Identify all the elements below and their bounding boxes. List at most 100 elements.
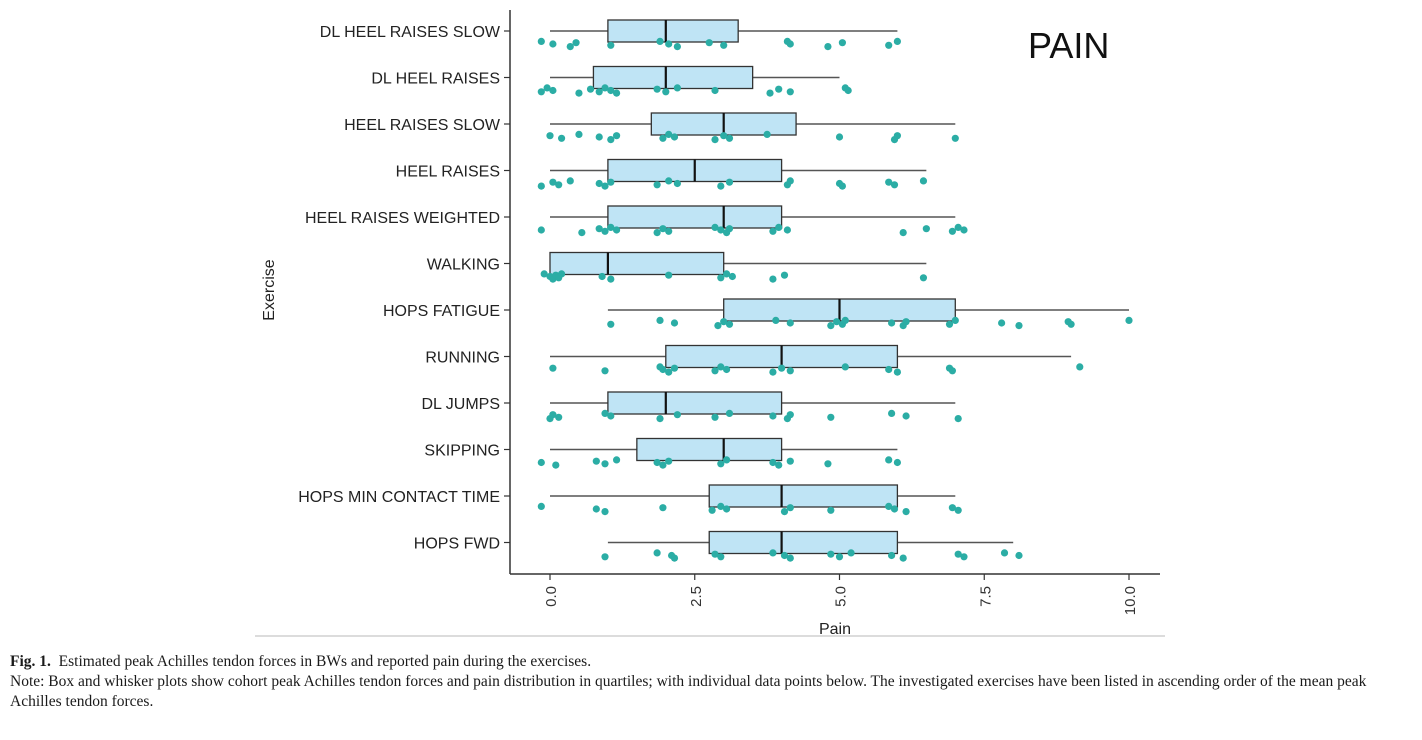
data-point bbox=[960, 226, 968, 234]
data-point bbox=[575, 130, 583, 138]
data-point bbox=[890, 181, 899, 189]
exercise-row: HEEL RAISES bbox=[396, 158, 928, 190]
data-point bbox=[954, 550, 962, 558]
data-point bbox=[720, 132, 728, 140]
data-point bbox=[922, 225, 930, 233]
data-point bbox=[835, 133, 844, 141]
data-point bbox=[575, 89, 583, 97]
data-point bbox=[951, 134, 959, 142]
data-point bbox=[665, 457, 673, 465]
data-point bbox=[772, 316, 780, 324]
y-tick-label: DL HEEL RAISES bbox=[371, 71, 500, 88]
data-point bbox=[607, 178, 615, 186]
data-point bbox=[708, 506, 716, 514]
data-point bbox=[711, 223, 719, 231]
data-point bbox=[659, 504, 667, 512]
data-point bbox=[827, 506, 835, 514]
data-point bbox=[786, 177, 794, 185]
data-point bbox=[665, 130, 673, 138]
exercise-row: HOPS FWD bbox=[414, 530, 1023, 562]
exercise-row: WALKING bbox=[427, 251, 928, 283]
data-point bbox=[919, 274, 928, 282]
data-point bbox=[578, 229, 586, 237]
data-point bbox=[656, 316, 664, 324]
data-point bbox=[844, 86, 852, 95]
y-tick-label: HOPS MIN CONTACT TIME bbox=[298, 489, 500, 506]
data-point bbox=[893, 37, 902, 46]
data-point bbox=[566, 177, 574, 185]
iqr-box bbox=[607, 19, 739, 43]
data-point bbox=[537, 226, 545, 234]
data-point bbox=[557, 134, 566, 142]
data-point bbox=[665, 271, 673, 279]
data-point bbox=[725, 134, 734, 142]
data-point bbox=[607, 41, 615, 49]
exercise-row: HOPS MIN CONTACT TIME bbox=[298, 484, 962, 516]
exercise-row: SKIPPING bbox=[424, 437, 902, 469]
data-point bbox=[786, 457, 794, 465]
data-point bbox=[827, 413, 835, 421]
data-point bbox=[954, 506, 962, 514]
data-point bbox=[595, 179, 603, 188]
data-point bbox=[951, 316, 959, 324]
data-point bbox=[595, 88, 603, 96]
x-tick-label: 5.0 bbox=[833, 586, 850, 607]
x-tick-label: 7.5 bbox=[977, 586, 994, 607]
iqr-box bbox=[636, 437, 783, 462]
caption-note: Note: Box and whisker plots show cohort … bbox=[10, 673, 1367, 710]
data-point bbox=[653, 458, 661, 467]
data-point bbox=[835, 553, 844, 561]
data-point bbox=[717, 460, 725, 468]
data-point bbox=[601, 227, 609, 235]
data-point bbox=[725, 225, 734, 233]
data-point bbox=[601, 84, 609, 92]
data-point bbox=[653, 85, 661, 93]
data-point bbox=[948, 504, 957, 512]
data-point bbox=[612, 226, 621, 234]
data-point bbox=[833, 318, 841, 326]
data-point bbox=[893, 458, 902, 467]
exercise-row: DL HEEL RAISES SLOW bbox=[320, 19, 902, 51]
data-point bbox=[555, 413, 563, 421]
data-point bbox=[841, 363, 849, 371]
data-point bbox=[612, 132, 621, 140]
data-point bbox=[549, 364, 557, 372]
exercise-row: HOPS FATIGUE bbox=[383, 298, 1133, 330]
exercise-row: DL JUMPS bbox=[421, 391, 962, 423]
iqr-box bbox=[607, 205, 783, 229]
y-tick-label: WALKING bbox=[427, 257, 500, 274]
data-point bbox=[659, 225, 667, 233]
data-point bbox=[653, 229, 661, 237]
data-point bbox=[778, 364, 786, 372]
caption-label: Fig. 1. bbox=[10, 653, 51, 670]
data-point bbox=[673, 84, 681, 92]
data-point bbox=[592, 505, 600, 513]
y-tick-label: DL HEEL RAISES SLOW bbox=[320, 24, 501, 41]
x-tick-label: 0.0 bbox=[543, 586, 560, 607]
data-point bbox=[555, 181, 563, 189]
y-tick-label: HOPS FATIGUE bbox=[383, 303, 500, 320]
data-point bbox=[780, 271, 789, 279]
data-point bbox=[601, 367, 609, 375]
data-point bbox=[656, 415, 664, 423]
y-tick-label: RUNNING bbox=[425, 350, 500, 367]
data-point bbox=[728, 272, 736, 281]
data-point bbox=[954, 415, 962, 423]
data-point bbox=[769, 549, 777, 557]
data-point bbox=[1015, 551, 1023, 560]
data-point bbox=[601, 409, 609, 417]
x-axis-title: Pain bbox=[819, 621, 851, 638]
chart-title: PAIN bbox=[1028, 25, 1109, 66]
data-point bbox=[557, 270, 566, 278]
data-point bbox=[537, 37, 545, 46]
iqr-box bbox=[708, 484, 899, 508]
y-axis-title: Exercise bbox=[261, 259, 278, 320]
data-point bbox=[885, 41, 893, 49]
data-point bbox=[1015, 322, 1023, 330]
data-point bbox=[888, 409, 896, 417]
data-point bbox=[786, 554, 794, 562]
data-point bbox=[838, 39, 846, 47]
data-point bbox=[711, 550, 719, 558]
data-point bbox=[769, 368, 777, 376]
data-point bbox=[769, 412, 777, 420]
